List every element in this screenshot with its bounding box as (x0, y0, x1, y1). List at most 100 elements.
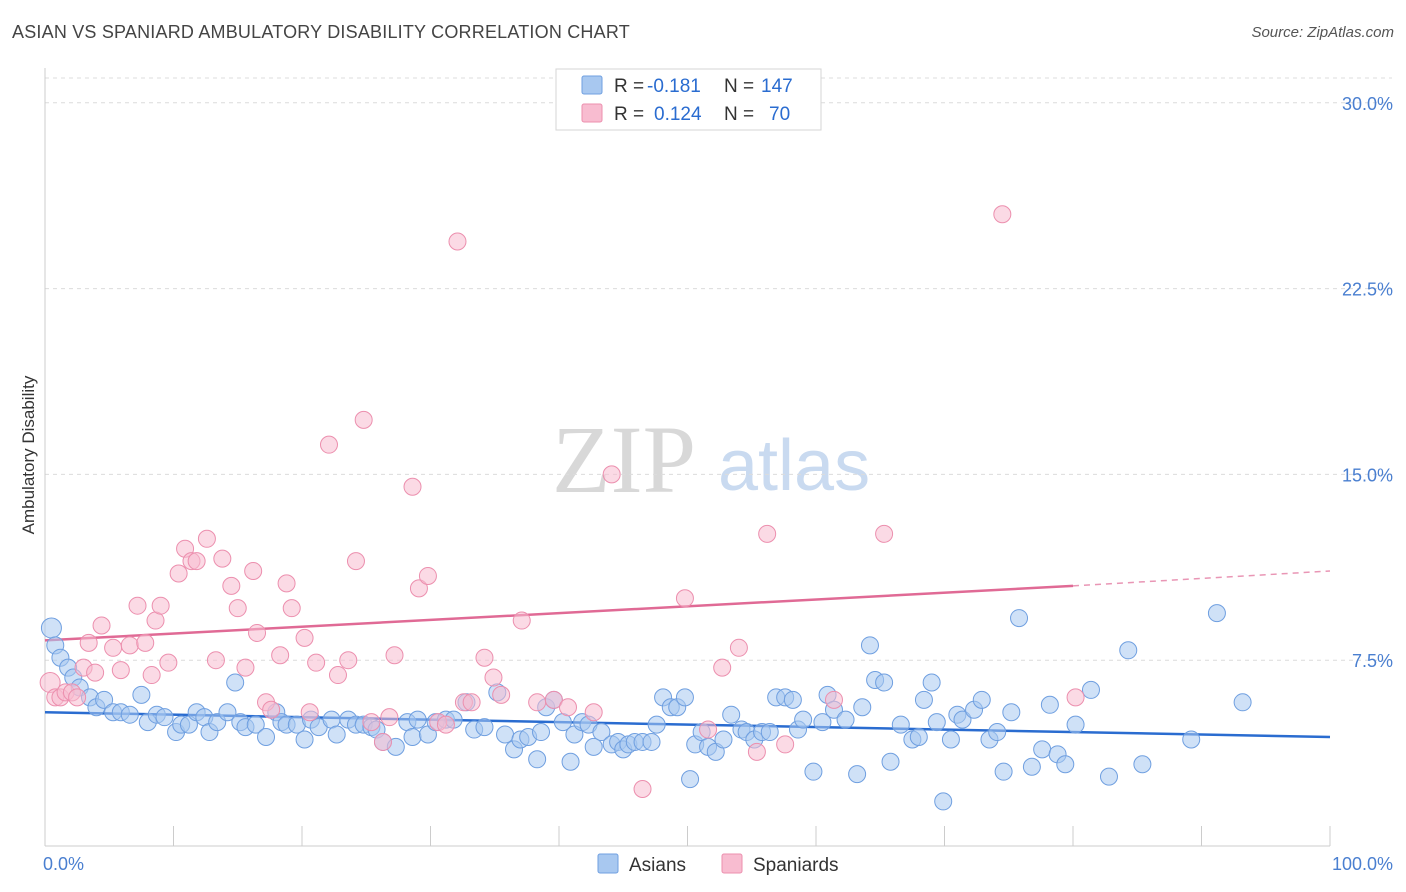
legend-n-value-asians: 147 (761, 76, 793, 97)
data-point (218, 703, 237, 722)
data-point (68, 688, 87, 707)
data-point (300, 703, 319, 722)
watermark-zip: ZIP (552, 406, 696, 513)
data-point (295, 730, 314, 749)
data-point (1040, 695, 1059, 714)
data-point (1010, 609, 1029, 628)
data-point (248, 623, 267, 642)
data-point (1233, 693, 1252, 712)
data-point (1119, 641, 1138, 660)
data-point (475, 648, 494, 667)
legend-bottom-swatch-spaniards (721, 853, 743, 874)
data-point (262, 700, 281, 719)
y-axis-label: Ambulatory Disability (19, 375, 38, 534)
data-point (403, 477, 422, 496)
data-point (380, 708, 399, 727)
data-point (783, 690, 802, 709)
data-point (729, 638, 748, 657)
legend-swatch-spaniards (581, 103, 603, 123)
legend-r-label-asians: R = (614, 76, 644, 97)
data-point (222, 576, 241, 595)
data-point (934, 792, 953, 811)
watermark-atlas: atlas (718, 426, 870, 506)
data-point (824, 690, 843, 709)
data-point (436, 715, 455, 734)
data-point (418, 566, 437, 585)
data-point (758, 524, 777, 543)
data-point (584, 703, 603, 722)
data-point (891, 715, 910, 734)
data-point (282, 599, 301, 618)
data-point (86, 663, 105, 682)
legend-bottom-swatch-asians (597, 853, 619, 874)
legend-n-label-asians: N = (724, 76, 754, 97)
x-tick-labels: 0.0% 100.0% (43, 854, 1393, 874)
data-point (875, 524, 894, 543)
data-point (927, 713, 946, 732)
data-point (492, 685, 511, 704)
data-point (327, 725, 346, 744)
data-point (1033, 740, 1052, 759)
data-point (922, 673, 941, 692)
data-point (346, 552, 365, 571)
data-point (1099, 767, 1118, 786)
data-point (1022, 757, 1041, 776)
data-point (1066, 688, 1085, 707)
legend-bottom-label-asians: Asians (629, 855, 686, 876)
data-point (713, 658, 732, 677)
data-point (642, 732, 661, 751)
data-point (132, 685, 151, 704)
data-point (699, 720, 718, 739)
data-point (875, 673, 894, 692)
legend-r-value-spaniards: 0.124 (654, 104, 702, 125)
data-point (409, 579, 428, 598)
data-point (804, 762, 823, 781)
data-point (228, 599, 247, 618)
data-point (120, 705, 139, 724)
data-point (484, 668, 503, 687)
data-point (257, 727, 276, 746)
data-point (307, 653, 326, 672)
data-point (1081, 680, 1100, 699)
data-point (92, 616, 111, 635)
data-point (794, 710, 813, 729)
data-point (277, 574, 296, 593)
data-point (722, 705, 741, 724)
data-point (448, 232, 467, 251)
data-point (159, 653, 178, 672)
data-point (496, 725, 515, 744)
data-point (104, 638, 123, 657)
data-point (528, 750, 547, 769)
data-point (953, 710, 972, 729)
data-point (941, 730, 960, 749)
legend-n-label-spaniards: N = (724, 104, 754, 125)
data-point (1002, 703, 1021, 722)
series-asians (40, 604, 1252, 811)
data-point (994, 762, 1013, 781)
data-point (295, 628, 314, 647)
data-point (244, 562, 263, 581)
data-point (246, 715, 265, 734)
data-point (561, 752, 580, 771)
data-point (328, 666, 347, 685)
data-point (462, 693, 481, 712)
y-tick-label: 22.5% (1342, 280, 1393, 300)
data-point (319, 435, 338, 454)
data-point (1133, 755, 1152, 774)
data-point (848, 765, 867, 784)
y-tick-label: 30.0% (1342, 94, 1393, 114)
data-point (836, 710, 855, 729)
data-point (853, 698, 872, 717)
data-point (213, 549, 232, 568)
data-point (354, 410, 373, 429)
data-point (1182, 730, 1201, 749)
legend-series: Asians Spaniards (597, 853, 839, 876)
legend-r-value-asians: -0.181 (647, 76, 701, 97)
data-point (1056, 755, 1075, 774)
data-point (988, 723, 1007, 742)
data-point (206, 651, 225, 670)
data-point (128, 596, 147, 615)
data-point (408, 710, 427, 729)
data-point (532, 723, 551, 742)
